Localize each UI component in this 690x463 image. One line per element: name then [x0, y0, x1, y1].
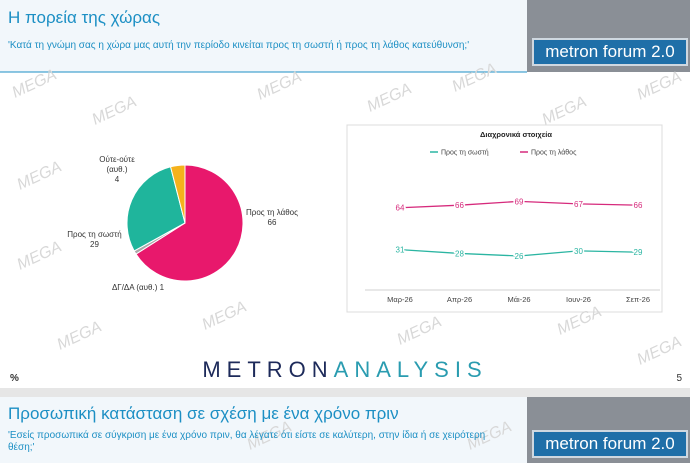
- watermark: MEGA: [90, 93, 140, 128]
- watermark: MEGA: [635, 68, 685, 103]
- slide-gap: [0, 388, 690, 397]
- watermark: MEGA: [540, 93, 590, 128]
- x-tick-label: Απρ-26: [447, 295, 472, 304]
- pie-category: Προς τη σωστή: [67, 230, 122, 239]
- line-chart-frame: [346, 124, 663, 313]
- pie-value: 1: [159, 283, 165, 292]
- pie-label: ΔΓ/ΔΑ (αυθ.) 1: [98, 283, 178, 293]
- slide-subtitle: 'Εσείς προσωπικά σε σύγκριση με ένα χρόν…: [8, 430, 486, 453]
- pie-slice: [169, 164, 186, 224]
- data-label: 69: [515, 197, 524, 206]
- x-tick-label: Ιουν-26: [566, 295, 591, 304]
- watermark: MEGA: [200, 298, 250, 333]
- data-label: 66: [634, 201, 643, 210]
- watermark: MEGA: [15, 158, 65, 193]
- pie-label: Προς τη λάθος 66: [242, 208, 302, 228]
- watermark: MEGA: [255, 68, 305, 103]
- line-chart-title: Διαχρονικά στοιχεία: [480, 130, 552, 139]
- series-line: [399, 248, 639, 257]
- slide-title: Η πορεία της χώρας: [8, 8, 161, 27]
- x-tick-label: Σεπ-26: [626, 295, 650, 304]
- data-label: 28: [455, 249, 464, 258]
- x-tick-label: Μάι-26: [507, 295, 530, 304]
- pie-slice: [135, 164, 244, 282]
- brand-part: ANALYSIS: [334, 357, 488, 382]
- legend-label: Προς τη λάθος: [531, 149, 577, 157]
- logo: metron forum 2.0: [532, 38, 688, 66]
- pie-category: ΔΓ/ΔΑ (αυθ.): [111, 283, 158, 292]
- data-label: 64: [396, 204, 405, 213]
- data-label: 29: [634, 248, 643, 257]
- watermark: MEGA: [365, 80, 415, 115]
- pie-category: Ούτε-ούτε (αυθ.): [99, 155, 135, 174]
- brand: METRONANALYSIS: [202, 357, 487, 382]
- unit: %: [10, 373, 19, 384]
- brand-part: METRON: [202, 357, 333, 382]
- data-label: 26: [515, 252, 524, 261]
- slide-title: Προσωπική κατάσταση σε σχέση με ένα χρόν…: [8, 404, 399, 423]
- watermark: MEGA: [15, 238, 65, 273]
- legend-label: Προς τη σωστή: [441, 150, 489, 157]
- pie-label: Προς τη σωστή 29: [62, 230, 127, 250]
- data-label: 30: [574, 247, 583, 256]
- logo: metron forum 2.0: [532, 430, 688, 458]
- data-label: 67: [574, 200, 583, 209]
- pie-value: 4: [114, 175, 120, 184]
- pie-value: 29: [90, 240, 99, 249]
- pie-category: Προς τη λάθος: [246, 208, 298, 217]
- watermark: MEGA: [55, 318, 105, 353]
- page-number: 5: [676, 373, 682, 384]
- data-label: 66: [455, 201, 464, 210]
- slide-subtitle: 'Κατά τη γνώμη σας η χώρα μας αυτή την π…: [8, 40, 470, 51]
- series-line: [399, 200, 639, 209]
- watermark: MEGA: [395, 313, 445, 348]
- pie-value: 66: [267, 218, 277, 227]
- x-tick-label: Μαρ-26: [387, 295, 413, 304]
- watermark: MEGA: [635, 333, 685, 368]
- pie-slice: [126, 166, 186, 252]
- data-label: 31: [396, 246, 405, 255]
- pie-label: Ούτε-ούτε (αυθ.) 4: [92, 155, 142, 185]
